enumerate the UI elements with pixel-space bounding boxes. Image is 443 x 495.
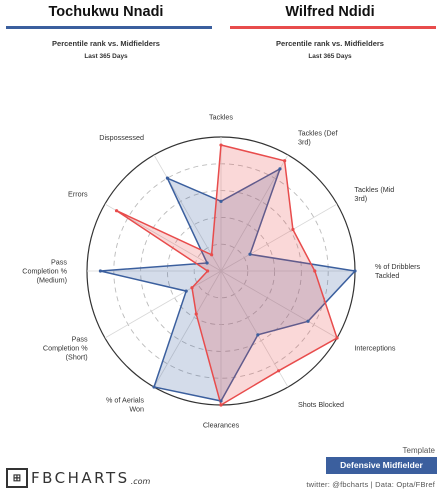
axis-label: % of Dribblers Tackled — [375, 262, 421, 280]
axis-label: Clearances — [203, 421, 240, 430]
axis-spoke — [220, 270, 338, 339]
template-label: Template — [402, 446, 435, 455]
data-point — [184, 289, 188, 293]
axis-label: % of Aerials Won — [106, 395, 144, 413]
credit-line: twitter: @fbcharts | Data: Opta/FBref — [306, 480, 435, 489]
data-point — [283, 159, 287, 163]
data-point — [291, 227, 295, 232]
period-right: Last 365 Days — [308, 53, 352, 60]
subtitle-left: Percentile rank vs. Midfielders — [52, 39, 160, 48]
axis-label: Tackles (Def 3rd) — [298, 129, 338, 147]
data-point — [335, 336, 339, 340]
axis-spoke — [220, 154, 289, 272]
subtitle-right: Percentile rank vs. Midfielders — [276, 39, 384, 48]
axis-spoke — [104, 270, 222, 339]
player-color-bar-right — [230, 26, 436, 29]
player-name-left: Tochukwu Nnadi — [48, 4, 164, 20]
axis-label: Errors — [68, 190, 88, 199]
player-name-right: Wilfred Ndidi — [285, 4, 375, 20]
data-point — [353, 269, 357, 273]
data-point — [248, 252, 252, 256]
data-point — [278, 167, 282, 171]
axis-label: Shots Blocked — [298, 400, 344, 409]
data-point — [306, 319, 310, 323]
axis-label: Dispossessed — [99, 133, 144, 142]
logo-text: FBCHARTS — [31, 469, 130, 487]
axis-spoke — [220, 270, 289, 388]
data-point — [165, 176, 169, 180]
data-point — [219, 403, 223, 407]
data-point — [219, 399, 223, 403]
axis-spoke — [220, 203, 338, 272]
data-point — [256, 333, 260, 337]
data-point — [219, 199, 223, 203]
player-color-bar-left — [6, 26, 212, 29]
data-point — [277, 369, 281, 373]
axis-spoke — [153, 270, 222, 388]
axis-label: Pass Completion % (Short) — [43, 335, 88, 362]
template-badge: Defensive Midfielder — [326, 457, 437, 474]
data-point — [152, 385, 156, 389]
data-point — [190, 286, 194, 290]
axis-spoke — [153, 154, 222, 272]
data-point — [210, 253, 214, 257]
logo-suffix: .com — [130, 477, 151, 486]
data-point — [114, 209, 119, 213]
data-point — [98, 269, 102, 273]
data-point — [206, 269, 210, 273]
data-point — [205, 261, 209, 265]
axis-label: Interceptions — [354, 344, 396, 353]
fbcharts-logo: ⊞ FBCHARTS .com — [6, 467, 150, 489]
data-point — [194, 312, 198, 316]
axis-label: Tackles (Mid 3rd) — [354, 185, 394, 203]
axis-label: Pass Completion % (Medium) — [22, 258, 67, 285]
axis-label: Tackles — [209, 113, 233, 122]
pitch-icon: ⊞ — [6, 468, 28, 488]
period-left: Last 365 Days — [84, 53, 128, 60]
data-point — [219, 143, 223, 147]
data-point — [313, 269, 317, 273]
